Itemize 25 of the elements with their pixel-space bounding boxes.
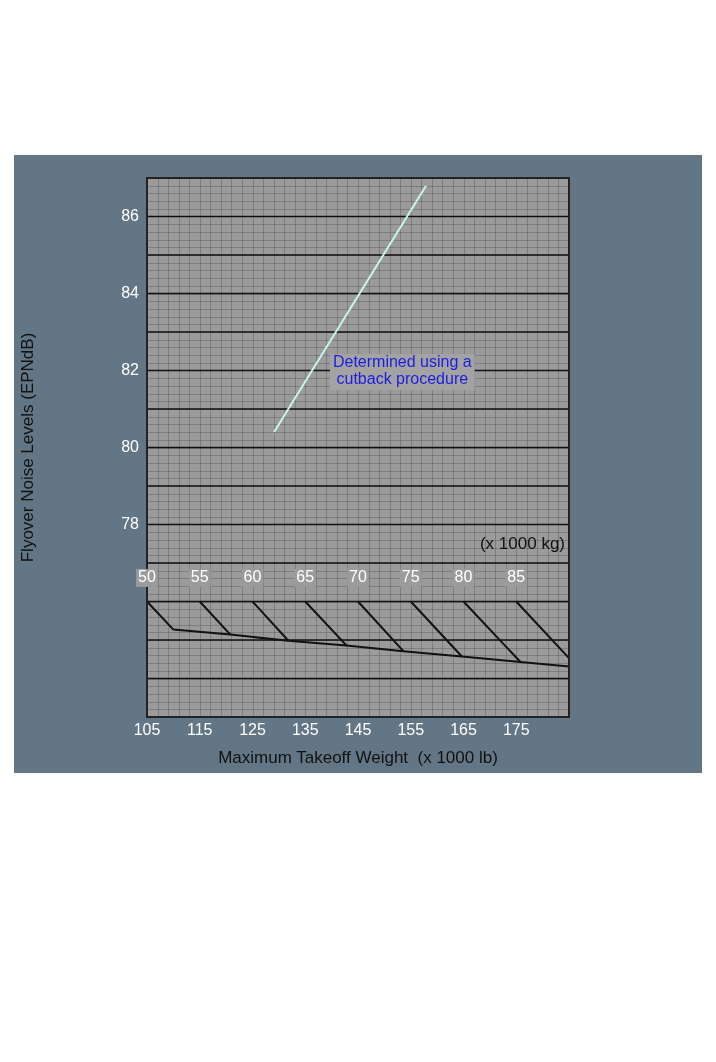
y-tick-label: 82	[121, 360, 140, 378]
x2-tick-label: 70	[349, 568, 367, 586]
y-tick-label: 78	[121, 514, 140, 532]
x-tick-label: 105	[133, 721, 161, 739]
x-axis-title: Maximum Takeoff Weight (x 1000 lb)	[218, 748, 498, 768]
x2-tick-label: 85	[507, 568, 526, 586]
x2-tick-label: 80	[454, 568, 473, 586]
x-tick-label: 155	[397, 721, 425, 739]
x2-tick-label: 55	[190, 568, 209, 586]
x-tick-label: 165	[450, 721, 477, 739]
annotation: Determined using a cutback procedure	[332, 353, 472, 388]
x2-tick-label: 60	[243, 568, 262, 586]
x-tick-label: 125	[239, 721, 266, 739]
x2-tick-label: 50	[138, 568, 156, 586]
x2-tick-label: 65	[296, 568, 315, 586]
y-tick-label: 84	[121, 283, 140, 301]
x-tick-label: 135	[291, 721, 319, 739]
x2-tick-label: 75	[401, 568, 420, 586]
y-tick-label: 86	[121, 206, 140, 224]
x-tick-label: 115	[186, 721, 213, 739]
y-axis-title: Flyover Noise Levels (EPNdB)	[17, 332, 37, 563]
x2-axis-title: (x 1000 kg)	[479, 533, 565, 553]
y-tick-label: 80	[121, 437, 140, 455]
x-tick-label: 175	[502, 721, 530, 739]
x-tick-label: 145	[344, 721, 372, 739]
